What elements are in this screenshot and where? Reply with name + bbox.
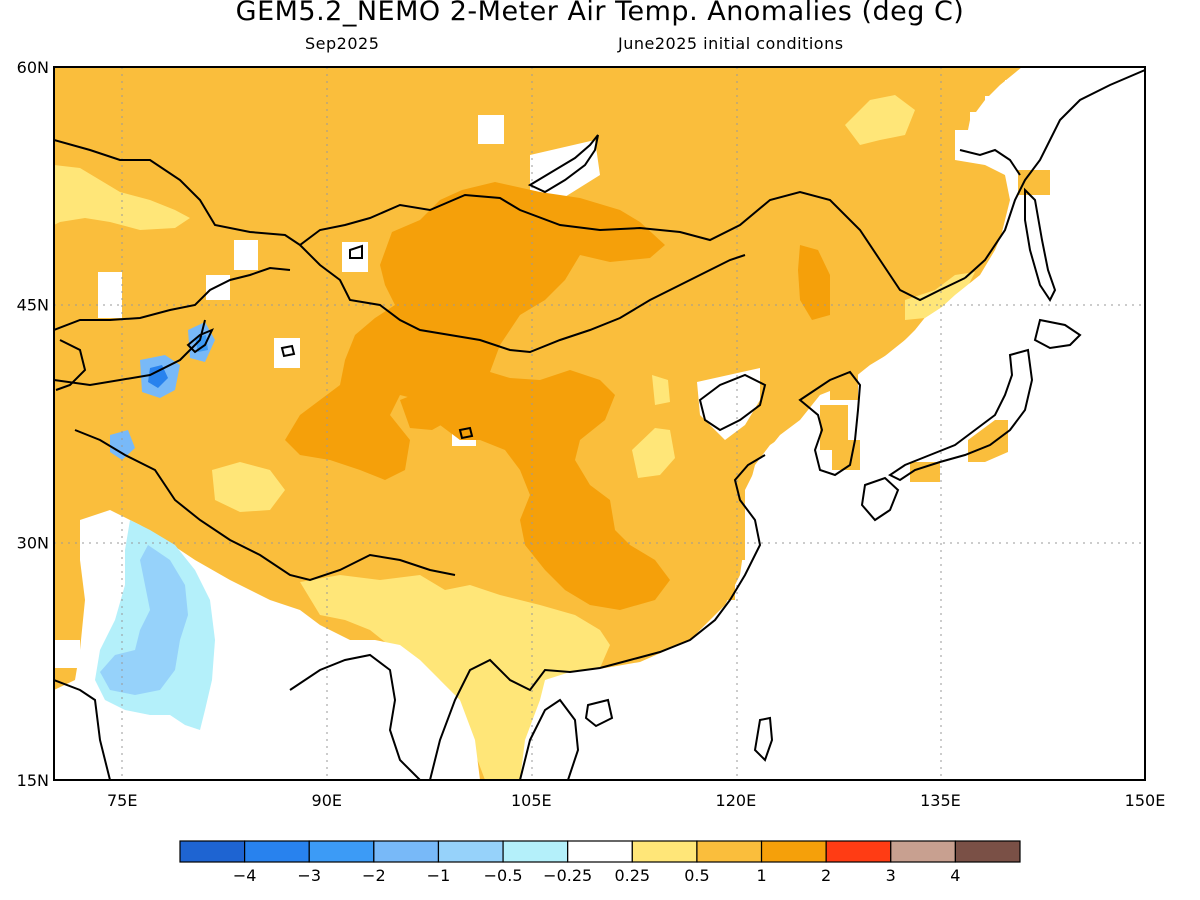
plot-frame bbox=[53, 66, 1146, 781]
latitude-labels: 60N 45N 30N 15N bbox=[17, 58, 49, 790]
longitude-label: 75E bbox=[107, 791, 137, 810]
colorbar: −4 −3 −2 −1 −0.5 −0.25 0.25 0.5 1 2 3 4 bbox=[179, 840, 1021, 885]
longitude-label: 120E bbox=[716, 791, 757, 810]
colorbar-swatch bbox=[696, 840, 763, 863]
colorbar-label: 2 bbox=[821, 866, 831, 885]
colorbar-label: −4 bbox=[233, 866, 257, 885]
colorbar-swatch bbox=[954, 840, 1021, 863]
latitude-label: 15N bbox=[17, 771, 49, 790]
initial-conditions-label: June2025 initial conditions bbox=[618, 34, 844, 53]
colorbar-label: −1 bbox=[427, 866, 451, 885]
colorbar-label: 3 bbox=[886, 866, 896, 885]
colorbar-label: 1 bbox=[756, 866, 766, 885]
longitude-label: 150E bbox=[1125, 791, 1166, 810]
colorbar-swatch bbox=[760, 840, 827, 863]
colorbar-swatch bbox=[631, 840, 698, 863]
colorbar-swatch bbox=[825, 840, 892, 863]
latitude-label: 30N bbox=[17, 533, 49, 552]
colorbar-swatch bbox=[890, 840, 956, 863]
colorbar-label: −0.25 bbox=[543, 866, 592, 885]
longitude-label: 135E bbox=[920, 791, 961, 810]
colorbar-label: −3 bbox=[297, 866, 321, 885]
latitude-label: 60N bbox=[17, 58, 49, 77]
colorbar-label: −2 bbox=[362, 866, 386, 885]
colorbar-swatch bbox=[567, 840, 633, 863]
anomaly-region-light-warm bbox=[54, 165, 190, 230]
colorbar-swatch bbox=[244, 840, 310, 863]
anomaly-shading bbox=[54, 67, 1145, 780]
map-title: GEM5.2_NEMO 2-Meter Air Temp. Anomalies … bbox=[235, 0, 965, 27]
latitude-label: 45N bbox=[17, 296, 49, 315]
longitude-label: 105E bbox=[511, 791, 552, 810]
longitude-label: 90E bbox=[312, 791, 342, 810]
colorbar-swatch bbox=[437, 840, 504, 863]
forecast-month: Sep2025 bbox=[305, 34, 380, 53]
colorbar-swatch bbox=[179, 840, 246, 863]
colorbar-label: −0.5 bbox=[484, 866, 523, 885]
colorbar-label: 0.25 bbox=[614, 866, 650, 885]
longitude-labels: 75E 90E 105E 120E 135E 150E bbox=[107, 791, 1165, 810]
anomaly-region-strong-warm bbox=[285, 182, 670, 610]
colorbar-swatch bbox=[373, 840, 440, 863]
colorbar-label: 0.5 bbox=[684, 866, 709, 885]
coastlines-and-borders bbox=[54, 69, 1145, 780]
colorbar-label: 4 bbox=[950, 866, 960, 885]
colorbar-swatch bbox=[502, 840, 569, 863]
colorbar-swatch bbox=[308, 840, 375, 863]
